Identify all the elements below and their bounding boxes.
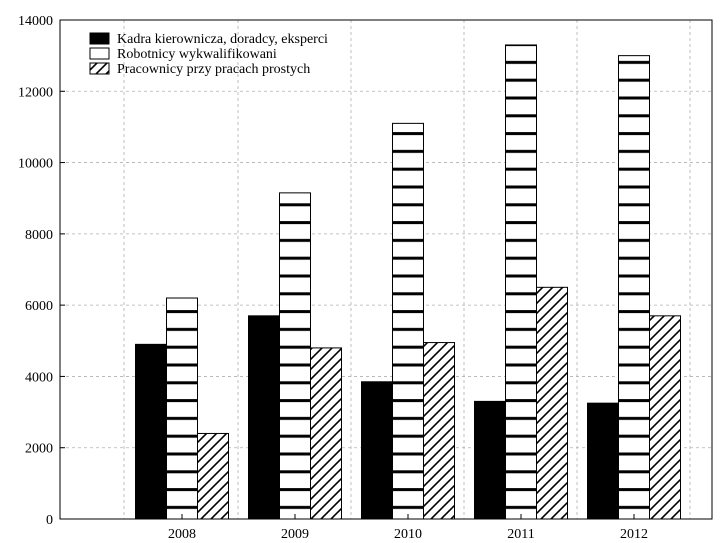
x-tick-label: 2008 (168, 527, 196, 542)
x-tick-label: 2012 (620, 527, 648, 542)
plot-frame (59, 19, 713, 520)
bars (135, 44, 681, 520)
bar-2010-series-1 (361, 381, 393, 520)
bar-2011-series-3 (536, 286, 568, 520)
x-tick-label: 2010 (394, 527, 422, 542)
bar-2009-series-3 (310, 347, 342, 520)
y-tick-label: 4000 (25, 370, 53, 385)
bar-2012-series-3 (649, 315, 681, 520)
y-tick-label: 0 (46, 513, 53, 528)
y-tick-label: 10000 (18, 157, 53, 172)
bar-2011-series-1 (474, 400, 506, 520)
y-tick-label: 8000 (25, 228, 53, 243)
legend-swatch (89, 32, 110, 45)
legend-swatch (89, 47, 110, 60)
y-tick-label: 14000 (18, 14, 53, 29)
bar-2011-series-2 (505, 44, 537, 520)
legend-label: Pracownicy przy pracach prostych (117, 62, 310, 77)
bar-2009-series-2 (279, 192, 311, 520)
bar-2012-series-1 (587, 402, 619, 520)
x-tick-label: 2009 (281, 527, 309, 542)
x-tick-label: 2011 (507, 527, 534, 542)
bar-2008-series-2 (166, 297, 198, 520)
y-tick-label: 6000 (25, 299, 53, 314)
bar-2008-series-1 (135, 343, 167, 520)
legend: Kadra kierownicza, doradcy, eksperciRobo… (89, 32, 328, 77)
tick-labels: 0 2000 4000 6000 8000 10000 12000 14000 2008 2009… (18, 14, 648, 542)
legend-swatch (89, 62, 110, 75)
bar-2010-series-3 (423, 342, 455, 520)
bar-2009-series-1 (248, 315, 280, 520)
axes (59, 19, 713, 520)
legend-label: Robotnicy wykwalifikowani (117, 47, 277, 62)
y-tick-label: 2000 (25, 442, 53, 457)
y-tick-label: 12000 (18, 85, 53, 100)
bar-2010-series-2 (392, 122, 424, 520)
bar-2008-series-3 (197, 432, 229, 520)
bar-2012-series-2 (618, 55, 650, 520)
legend-label: Kadra kierownicza, doradcy, eksperci (117, 32, 328, 47)
